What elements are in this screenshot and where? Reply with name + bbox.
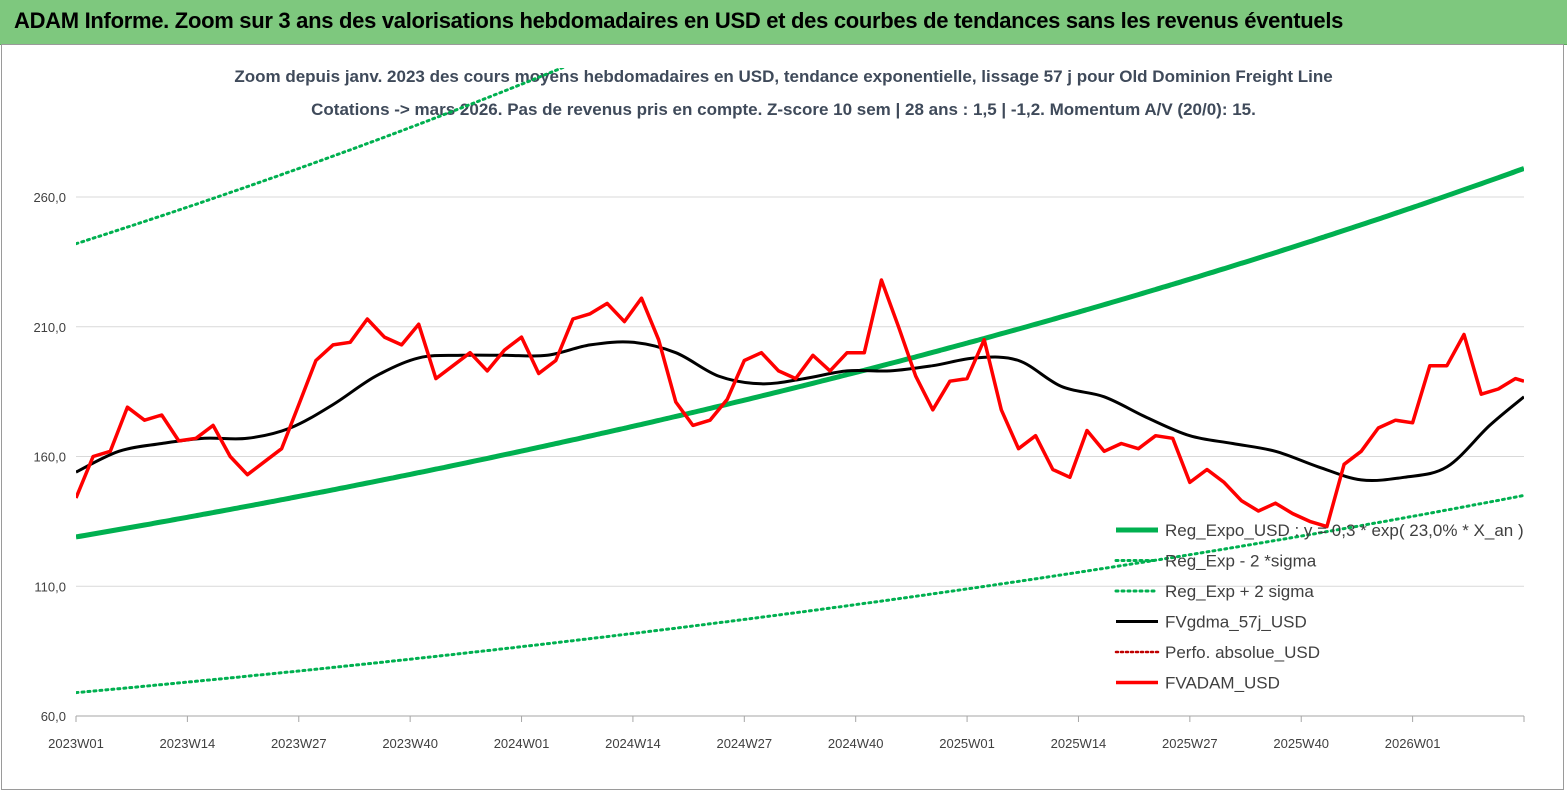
series-trend (76, 166, 1524, 540)
x-tick-label: 2023W14 (160, 736, 216, 751)
y-tick-label: 60,0 (41, 709, 66, 724)
chart-subtitle: Cotations -> mars 2026. Pas de revenus p… (311, 100, 1256, 119)
x-tick-label: 2025W40 (1273, 736, 1329, 751)
chart-frame (1, 44, 1564, 790)
legend-label-perf: Perfo. absolue_USD (1165, 643, 1320, 662)
chart-title: Zoom depuis janv. 2023 des cours moyens … (234, 67, 1333, 86)
y-tick-label: 160,0 (33, 450, 66, 465)
legend-label-sigma-high: Reg_Exp + 2 sigma (1165, 582, 1314, 601)
x-tick-label: 2024W40 (828, 736, 884, 751)
y-tick-label: 260,0 (33, 190, 66, 205)
series-sigma-high (76, 68, 566, 246)
legend-label-price: FVADAM_USD (1165, 674, 1280, 693)
series-price (76, 278, 1524, 529)
x-tick-label: 2025W14 (1051, 736, 1107, 751)
plot-area (76, 68, 1524, 695)
legend: Reg_Expo_USD : y = 0,3 * exp( 23,0% * X_… (1114, 521, 1524, 693)
y-tick-label: 110,0 (34, 579, 66, 594)
x-tick-label: 2024W27 (716, 736, 772, 751)
legend-label-sigma-low: Reg_Exp - 2 *sigma (1165, 552, 1317, 571)
y-tick-label: 210,0 (33, 320, 66, 335)
x-tick-label: 2026W01 (1385, 736, 1441, 751)
report-banner: ADAM Informe. Zoom sur 3 ans des valoris… (0, 0, 1567, 45)
series-sigma-low (76, 493, 1524, 695)
x-tick-label: 2024W01 (494, 736, 550, 751)
x-tick-label: 2024W14 (605, 736, 661, 751)
x-tick-label: 2023W27 (271, 736, 327, 751)
x-tick-label: 2025W01 (939, 736, 995, 751)
x-tick-label: 2023W40 (382, 736, 438, 751)
report-title: ADAM Informe. Zoom sur 3 ans des valoris… (14, 8, 1344, 33)
x-tick-label: 2025W27 (1162, 736, 1218, 751)
legend-label-ma: FVgdma_57j_USD (1165, 613, 1307, 632)
series-moving-average (76, 340, 1524, 483)
x-tick-label: 2023W01 (48, 736, 104, 751)
legend-label-trend: Reg_Expo_USD : y = 0,3 * exp( 23,0% * X_… (1165, 521, 1524, 540)
